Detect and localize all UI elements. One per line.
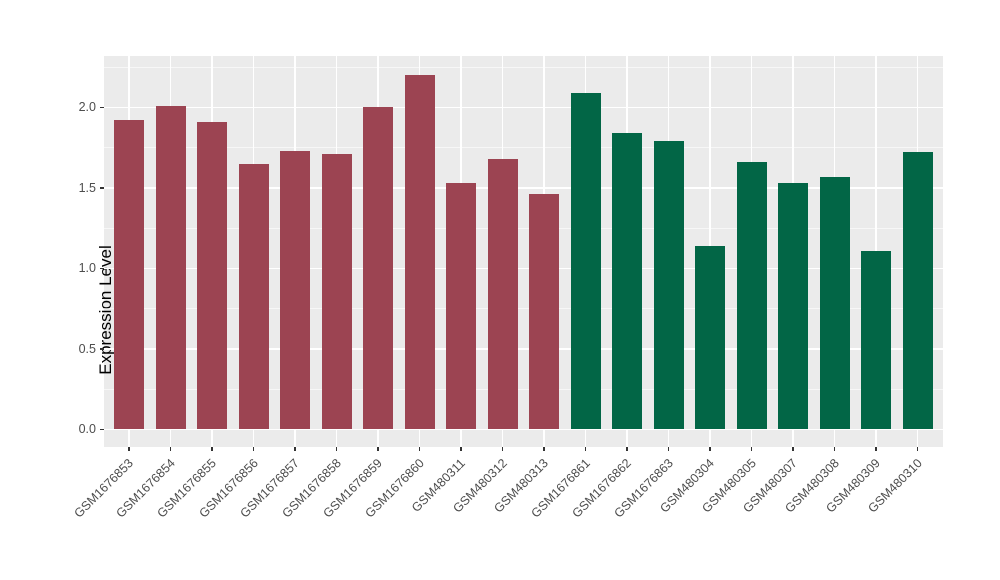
x-tick-mark — [294, 447, 296, 451]
bar-GSM1676860 — [404, 75, 435, 430]
x-tick-mark — [169, 447, 172, 451]
y-tick-mark — [100, 267, 104, 270]
y-tick-label: 1.0 — [78, 261, 96, 276]
x-tick-mark — [377, 447, 379, 451]
bar-GSM1676859 — [363, 107, 393, 430]
y-tick-mark — [100, 187, 104, 189]
x-tick-mark — [252, 447, 255, 451]
gridline-major-horizontal — [104, 267, 943, 270]
bar-GSM480311 — [446, 182, 476, 430]
bar-GSM480307 — [778, 182, 808, 430]
x-tick-mark — [709, 447, 711, 451]
y-tick-mark — [100, 348, 104, 350]
x-tick-mark — [916, 447, 919, 451]
bar-GSM1676858 — [321, 153, 352, 430]
x-tick-mark — [833, 447, 836, 451]
y-tick-label: 0.5 — [78, 341, 96, 356]
bar-GSM1676855 — [197, 121, 227, 430]
x-tick-mark — [460, 447, 462, 451]
x-tick-mark — [211, 447, 213, 451]
x-tick-mark — [667, 447, 670, 451]
x-tick-mark — [750, 447, 753, 451]
y-axis-title: Expression Level — [96, 245, 115, 375]
bar-GSM480304 — [695, 245, 725, 430]
bar-GSM480312 — [487, 158, 518, 430]
gridline-major-horizontal — [104, 348, 943, 350]
bar-GSM480309 — [861, 250, 891, 430]
y-tick-mark — [100, 106, 104, 109]
y-tick-label: 1.5 — [78, 180, 96, 195]
bar-GSM480305 — [736, 162, 767, 430]
bar-GSM1676857 — [280, 150, 310, 430]
x-tick-mark — [875, 447, 877, 451]
bar-GSM1676862 — [612, 133, 642, 430]
bar-GSM1676853 — [114, 120, 144, 430]
gridline-major-horizontal — [104, 187, 943, 189]
x-tick-mark — [792, 447, 794, 451]
x-tick-mark — [335, 447, 338, 451]
y-tick-label: 2.0 — [78, 100, 96, 115]
gridline-major-horizontal — [104, 428, 943, 431]
x-tick-mark — [626, 447, 628, 451]
y-tick-label: 0.0 — [78, 422, 96, 437]
gridline-minor-horizontal — [104, 147, 943, 149]
gridline-major-horizontal — [104, 106, 943, 109]
bar-GSM1676856 — [238, 163, 269, 430]
x-tick-mark — [584, 447, 587, 451]
gridline-minor-horizontal — [104, 388, 943, 390]
plot-panel: Expression Level — [96, 56, 943, 447]
bar-GSM1676854 — [155, 105, 186, 430]
bar-GSM480310 — [902, 152, 933, 430]
x-tick-mark — [543, 447, 545, 451]
bar-GSM1676863 — [653, 141, 684, 430]
gridline-minor-horizontal — [104, 66, 943, 68]
gridline-minor-horizontal — [104, 227, 943, 229]
bar-GSM1676861 — [570, 92, 601, 430]
gridline-minor-horizontal — [104, 308, 943, 310]
x-tick-mark — [501, 447, 504, 451]
bar-GSM480308 — [819, 176, 850, 430]
y-tick-mark — [100, 428, 104, 431]
x-tick-mark — [418, 447, 421, 451]
x-tick-mark — [128, 447, 130, 451]
bar-GSM480313 — [529, 194, 559, 430]
